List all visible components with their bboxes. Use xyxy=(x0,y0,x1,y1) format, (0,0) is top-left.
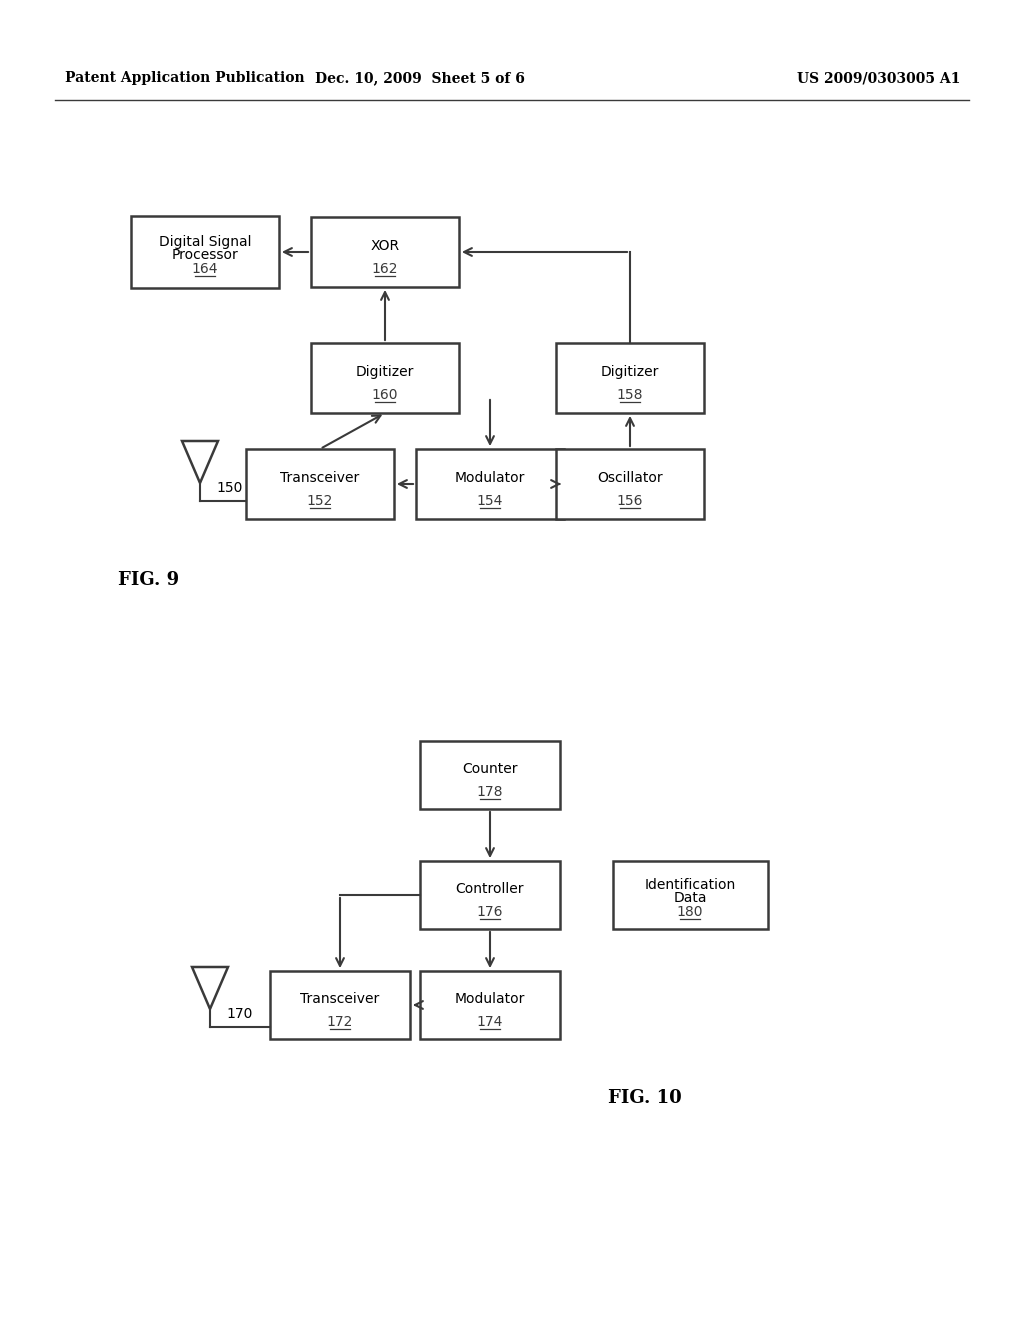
Text: Modulator: Modulator xyxy=(455,993,525,1006)
Text: 164: 164 xyxy=(191,261,218,276)
Text: 150: 150 xyxy=(216,480,243,495)
Bar xyxy=(416,449,564,519)
Text: Digitizer: Digitizer xyxy=(355,366,414,379)
Text: 154: 154 xyxy=(477,494,503,508)
Text: Patent Application Publication: Patent Application Publication xyxy=(65,71,304,84)
Text: 172: 172 xyxy=(327,1015,353,1030)
Text: 160: 160 xyxy=(372,388,398,403)
Text: Digital Signal: Digital Signal xyxy=(159,235,251,249)
Text: Data: Data xyxy=(673,891,707,906)
Text: Dec. 10, 2009  Sheet 5 of 6: Dec. 10, 2009 Sheet 5 of 6 xyxy=(315,71,525,84)
Bar xyxy=(311,343,459,413)
Text: 178: 178 xyxy=(477,785,503,799)
Bar xyxy=(612,861,768,929)
Text: Digitizer: Digitizer xyxy=(601,366,659,379)
Bar xyxy=(420,741,560,809)
Text: XOR: XOR xyxy=(371,239,399,253)
Text: Controller: Controller xyxy=(456,882,524,896)
Bar xyxy=(420,972,560,1039)
Text: Processor: Processor xyxy=(172,248,239,261)
Text: Transceiver: Transceiver xyxy=(300,993,380,1006)
Text: 158: 158 xyxy=(616,388,643,403)
Bar xyxy=(311,216,459,286)
Bar xyxy=(270,972,410,1039)
Bar xyxy=(556,449,705,519)
Text: Transceiver: Transceiver xyxy=(281,471,359,484)
Text: FIG. 9: FIG. 9 xyxy=(118,572,179,589)
Text: FIG. 10: FIG. 10 xyxy=(608,1089,682,1107)
Text: 152: 152 xyxy=(307,494,333,508)
Bar xyxy=(246,449,394,519)
Bar xyxy=(131,216,279,288)
Text: 180: 180 xyxy=(677,906,703,919)
Text: 174: 174 xyxy=(477,1015,503,1030)
Text: Identification: Identification xyxy=(644,878,735,892)
Text: 176: 176 xyxy=(477,906,503,919)
Text: 156: 156 xyxy=(616,494,643,508)
Text: Oscillator: Oscillator xyxy=(597,471,663,484)
Text: 162: 162 xyxy=(372,261,398,276)
Text: 170: 170 xyxy=(226,1007,252,1020)
Bar xyxy=(556,343,705,413)
Bar xyxy=(420,861,560,929)
Text: US 2009/0303005 A1: US 2009/0303005 A1 xyxy=(797,71,961,84)
Text: Modulator: Modulator xyxy=(455,471,525,484)
Text: Counter: Counter xyxy=(462,762,518,776)
